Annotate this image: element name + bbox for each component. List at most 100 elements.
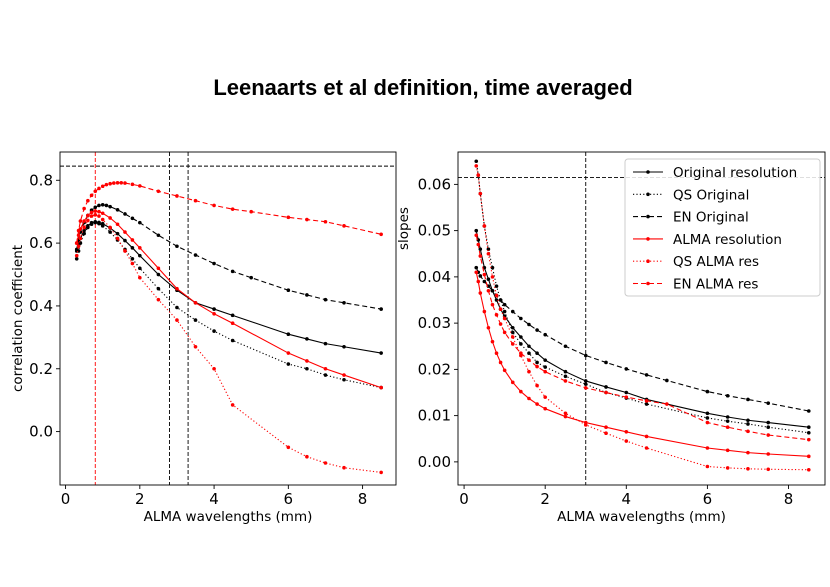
data-point-2-20 bbox=[249, 275, 253, 280]
data-point-5-16 bbox=[604, 390, 608, 395]
data-point-4-13 bbox=[138, 275, 142, 280]
y-tick-label-1: 0.2 bbox=[29, 360, 53, 378]
data-point-3-23 bbox=[806, 454, 811, 459]
data-point-1-8 bbox=[502, 309, 507, 314]
data-point-2-15 bbox=[156, 233, 161, 238]
data-point-3-7 bbox=[498, 360, 503, 365]
legend-marker-2 bbox=[646, 214, 650, 219]
data-point-2-22 bbox=[305, 293, 309, 297]
data-point-4-17 bbox=[624, 439, 629, 443]
data-point-2-19 bbox=[230, 269, 235, 274]
data-point-2-2 bbox=[478, 274, 483, 278]
data-point-5-5 bbox=[490, 302, 495, 307]
data-point-1-22 bbox=[342, 377, 346, 382]
data-point-5-3 bbox=[82, 206, 86, 211]
data-point-4-23 bbox=[806, 467, 811, 472]
data-point-0-21 bbox=[746, 418, 750, 423]
y-tick-label-2: 0.4 bbox=[29, 297, 53, 315]
data-point-3-18 bbox=[230, 321, 235, 326]
data-point-5-20 bbox=[212, 203, 216, 208]
data-point-1-19 bbox=[705, 416, 710, 420]
data-point-1-14 bbox=[156, 286, 161, 291]
data-point-0-22 bbox=[766, 420, 771, 425]
data-point-5-10 bbox=[519, 351, 523, 355]
legend-label-0: Original resolution bbox=[673, 165, 797, 181]
data-point-0-19 bbox=[705, 411, 710, 416]
data-point-0-13 bbox=[138, 253, 142, 258]
data-point-1-15 bbox=[175, 305, 179, 310]
series-line-0 bbox=[475, 230, 809, 428]
data-point-4-3 bbox=[82, 225, 86, 230]
data-point-5-22 bbox=[746, 429, 750, 434]
data-point-4-18 bbox=[230, 403, 235, 407]
data-point-4-3 bbox=[482, 224, 487, 228]
data-point-5-27 bbox=[379, 232, 383, 237]
data-point-5-21 bbox=[230, 207, 235, 211]
data-point-5-23 bbox=[286, 215, 291, 220]
data-point-5-26 bbox=[342, 224, 346, 228]
data-point-3-0 bbox=[474, 270, 479, 275]
data-point-4-14 bbox=[563, 411, 568, 416]
data-point-2-20 bbox=[705, 389, 710, 394]
y-tick-label-5: 0.05 bbox=[418, 222, 451, 240]
legend-label-2: EN Original bbox=[673, 210, 749, 226]
data-point-3-6 bbox=[494, 351, 499, 355]
data-point-2-22 bbox=[746, 397, 750, 402]
data-point-3-21 bbox=[323, 366, 328, 371]
data-point-0-15 bbox=[583, 379, 588, 383]
data-point-0-3 bbox=[82, 228, 86, 233]
data-point-4-12 bbox=[130, 261, 135, 266]
data-point-0-18 bbox=[230, 313, 235, 318]
data-point-5-13 bbox=[119, 180, 124, 185]
data-point-3-14 bbox=[156, 266, 161, 271]
data-point-3-13 bbox=[543, 406, 547, 411]
data-point-4-0 bbox=[474, 164, 479, 168]
data-point-5-19 bbox=[193, 198, 198, 203]
data-point-0-9 bbox=[510, 325, 515, 330]
data-point-5-1 bbox=[476, 242, 481, 247]
data-point-0-14 bbox=[563, 369, 568, 374]
data-point-5-2 bbox=[78, 219, 83, 223]
series-0 bbox=[474, 228, 811, 429]
data-point-2-18 bbox=[212, 261, 216, 266]
data-point-5-17 bbox=[156, 189, 161, 194]
data-point-1-23 bbox=[806, 430, 811, 435]
legend-label-1: QS Original bbox=[673, 187, 749, 203]
data-point-5-7 bbox=[97, 186, 101, 191]
data-point-3-23 bbox=[379, 385, 383, 390]
data-point-2-13 bbox=[130, 216, 135, 221]
data-point-4-1 bbox=[476, 173, 481, 177]
data-point-2-24 bbox=[806, 409, 811, 413]
data-point-3-20 bbox=[725, 448, 730, 453]
data-point-2-14 bbox=[138, 220, 142, 225]
plot-area bbox=[60, 152, 396, 485]
data-point-5-11 bbox=[112, 181, 116, 185]
data-point-5-6 bbox=[93, 189, 98, 194]
data-point-1-18 bbox=[644, 402, 649, 406]
x-tick-label-2: 4 bbox=[622, 490, 632, 508]
data-point-1-6 bbox=[494, 284, 499, 288]
data-point-1-5 bbox=[490, 265, 495, 270]
data-point-2-23 bbox=[323, 297, 328, 302]
series-3 bbox=[474, 270, 811, 459]
data-point-5-9 bbox=[510, 342, 515, 346]
data-point-0-10 bbox=[519, 335, 523, 339]
data-point-1-0 bbox=[474, 159, 479, 164]
data-point-5-19 bbox=[665, 402, 669, 406]
series-5 bbox=[74, 180, 383, 245]
data-point-5-12 bbox=[115, 180, 120, 185]
data-point-0-6 bbox=[494, 298, 499, 302]
data-point-4-20 bbox=[305, 454, 309, 459]
series-2 bbox=[74, 202, 383, 311]
legend: Original resolution QS Original EN Origina… bbox=[624, 158, 821, 297]
data-point-1-4 bbox=[486, 247, 491, 251]
data-point-2-21 bbox=[286, 288, 291, 293]
data-point-4-0 bbox=[74, 253, 79, 258]
x-axis-label: ALMA wavelengths (mm) bbox=[557, 509, 726, 525]
data-point-3-9 bbox=[108, 216, 112, 220]
data-point-3-17 bbox=[212, 311, 216, 316]
data-point-5-11 bbox=[527, 358, 531, 362]
x-tick-label-3: 6 bbox=[284, 490, 294, 508]
data-point-2-23 bbox=[766, 401, 771, 405]
data-point-3-21 bbox=[746, 450, 750, 455]
